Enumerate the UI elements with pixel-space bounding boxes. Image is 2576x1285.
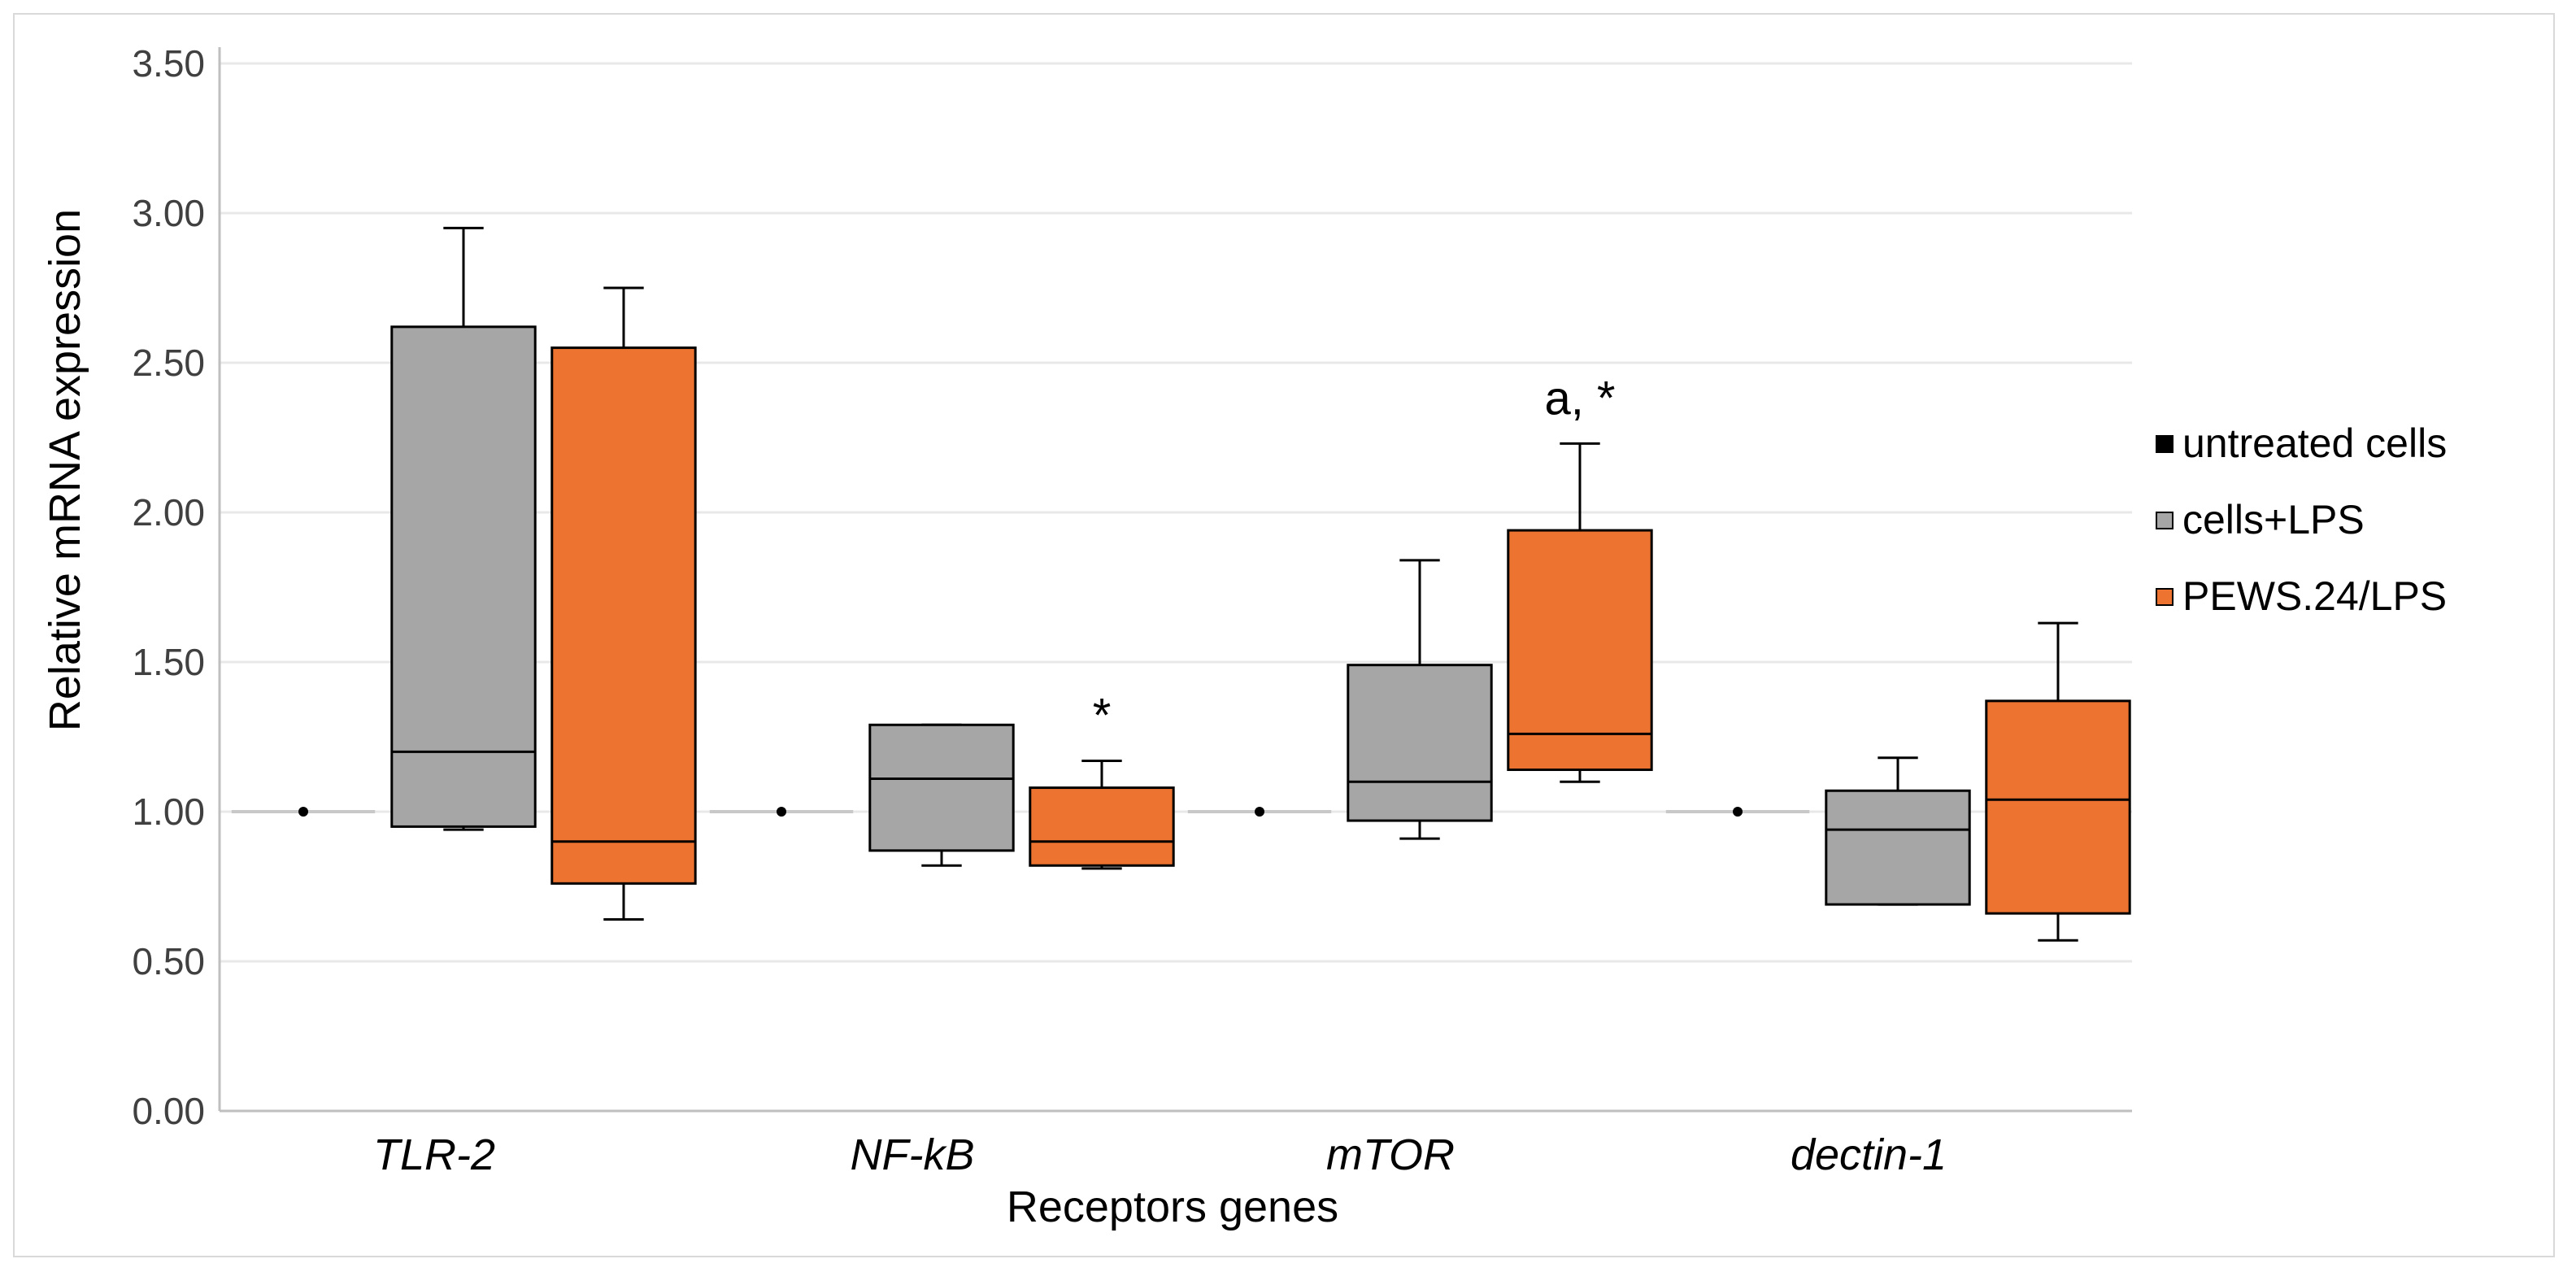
legend-label: untreated cells <box>2182 420 2447 466</box>
gridlines <box>218 47 2132 1113</box>
box-untreated-cells-dectin-1 <box>1665 807 1810 817</box>
box-pews-24-lps-tlr-2 <box>550 286 697 921</box>
iqr-box <box>1507 529 1653 771</box>
box-cells-lps-nf-kb <box>868 723 1015 867</box>
x-category-label: mTOR <box>1326 1130 1455 1179</box>
legend: untreated cells cells+LPS PEWS.24/LPS <box>2156 420 2447 619</box>
y-tick-label: 3.50 <box>132 42 205 85</box>
legend-swatch <box>2156 588 2174 606</box>
boxes <box>231 226 2131 942</box>
box-cells-lps-dectin-1 <box>1825 756 1971 906</box>
legend-label: cells+LPS <box>2182 497 2365 542</box>
iqr-box <box>1985 699 2131 915</box>
y-axis-ticks: 0.00 0.50 1.00 1.50 2.00 2.50 3.00 3.50 <box>132 42 205 1132</box>
median-point <box>777 807 787 817</box>
x-category-label: NF-kB <box>851 1130 975 1179</box>
box-pews-24-lps-dectin-1 <box>1985 621 2131 942</box>
legend-label: PEWS.24/LPS <box>2182 573 2447 619</box>
box-untreated-cells-tlr-2 <box>231 807 376 817</box>
significance-annotation: a, * <box>1544 372 1615 425</box>
y-tick-label: 2.50 <box>132 342 205 384</box>
median-point <box>1255 807 1265 817</box>
iqr-box <box>1825 789 1971 906</box>
legend-swatch <box>2156 435 2174 453</box>
y-axis-title: Relative mRNA expression <box>41 209 89 731</box>
box-plot-chart: 0.00 0.50 1.00 1.50 2.00 2.50 3.00 3.50 * a, * T… <box>41 42 2447 1231</box>
significance-annotation: * <box>1093 689 1112 742</box>
iqr-box <box>550 346 697 885</box>
x-category-label: TLR-2 <box>373 1130 495 1179</box>
box-untreated-cells-nf-kb <box>709 807 854 817</box>
box-untreated-cells-mtor <box>1187 807 1332 817</box>
y-tick-label: 1.00 <box>132 791 205 833</box>
chart-frame: 0.00 0.50 1.00 1.50 2.00 2.50 3.00 3.50 * a, * T… <box>13 13 2555 1257</box>
y-tick-label: 0.00 <box>132 1090 205 1132</box>
iqr-box <box>1347 664 1493 822</box>
x-axis-title: Receptors genes <box>1007 1183 1338 1231</box>
legend-swatch <box>2156 512 2174 529</box>
box-pews-24-lps-mtor <box>1507 442 1653 783</box>
median-point <box>1733 807 1743 817</box>
box-pews-24-lps-nf-kb <box>1029 759 1175 870</box>
box-cells-lps-tlr-2 <box>390 226 537 831</box>
y-tick-label: 2.00 <box>132 491 205 534</box>
x-category-label: dectin-1 <box>1791 1130 1947 1179</box>
box-cells-lps-mtor <box>1347 559 1493 840</box>
iqr-box <box>390 325 537 828</box>
iqr-box <box>1029 786 1175 867</box>
iqr-box <box>868 723 1015 852</box>
y-tick-label: 0.50 <box>132 940 205 982</box>
x-axis-categories: TLR-2 NF-kB mTOR dectin-1 <box>373 1130 1947 1179</box>
annotations: * a, * <box>1093 372 1616 742</box>
y-tick-label: 3.00 <box>132 192 205 234</box>
y-tick-label: 1.50 <box>132 641 205 683</box>
median-point <box>298 807 309 817</box>
